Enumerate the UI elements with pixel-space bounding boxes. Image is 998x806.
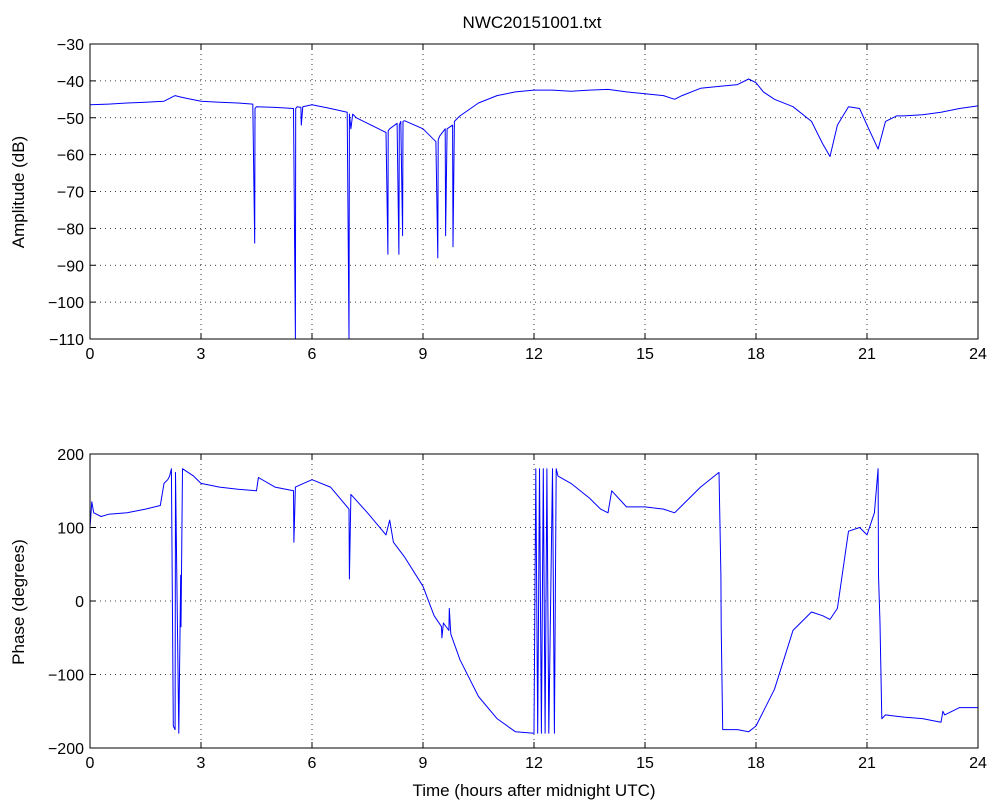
phase-xtick-label-3: 9 (419, 755, 428, 772)
phase-xtick-label-4: 12 (525, 755, 543, 772)
amplitude-ytick-label-0: −30 (57, 37, 84, 54)
phase-ytick-label-1: 100 (57, 521, 84, 538)
phase-series-line-0 (89, 468, 978, 734)
phase-ytick-label-0: 200 (57, 447, 84, 464)
amplitude-xtick-label-2: 6 (308, 346, 317, 363)
phase-ytick-label-2: 0 (75, 594, 84, 611)
phase-xtick-label-1: 3 (197, 755, 206, 772)
amplitude-ytick-label-8: −110 (49, 332, 84, 349)
amplitude-ytick-label-2: −50 (57, 111, 84, 128)
amplitude-xtick-label-0: 0 (86, 346, 95, 363)
phase-xtick-label-7: 21 (858, 755, 876, 772)
phase-ytick-label-3: −100 (48, 668, 84, 685)
phase-xtick-label-6: 18 (747, 755, 765, 772)
amplitude-xtick-label-4: 12 (525, 346, 543, 363)
amplitude-xtick-label-6: 18 (747, 346, 765, 363)
amplitude-series-line-0 (89, 78, 979, 340)
amplitude-xtick-label-7: 21 (858, 346, 876, 363)
phase-y-axis-label: Phase (degrees) (9, 539, 28, 665)
phase-xtick-label-5: 15 (636, 755, 654, 772)
amplitude-y-axis-label: Amplitude (dB) (9, 136, 28, 248)
phase-xtick-label-8: 24 (969, 755, 987, 772)
phase-ytick-label-4: −200 (48, 741, 84, 758)
amplitude-ytick-label-1: −40 (57, 74, 84, 91)
phase-xtick-label-0: 0 (86, 755, 95, 772)
amplitude-xtick-label-3: 9 (419, 346, 428, 363)
amplitude-xtick-label-8: 24 (969, 346, 987, 363)
amplitude-ytick-label-7: −100 (48, 295, 84, 312)
amplitude-ytick-label-6: −90 (57, 258, 84, 275)
phase-xtick-label-2: 6 (308, 755, 317, 772)
chart-title: NWC20151001.txt (463, 13, 602, 32)
amplitude-ytick-label-5: −80 (57, 221, 84, 238)
amplitude-plot: 0 3 6 9 12 15 18 21 24 −30 −40 −50 −60 −70 −80 −90 −100 −… (48, 37, 987, 363)
amplitude-xtick-label-1: 3 (197, 346, 206, 363)
x-axis-label: Time (hours after midnight UTC) (412, 781, 655, 800)
amplitude-xtick-label-5: 15 (636, 346, 654, 363)
amplitude-ytick-label-3: −60 (57, 148, 84, 165)
phase-plot: 0 3 6 9 12 15 18 21 24 200 100 0 −100 −200 (48, 447, 987, 772)
amplitude-ytick-label-4: −70 (57, 185, 84, 202)
